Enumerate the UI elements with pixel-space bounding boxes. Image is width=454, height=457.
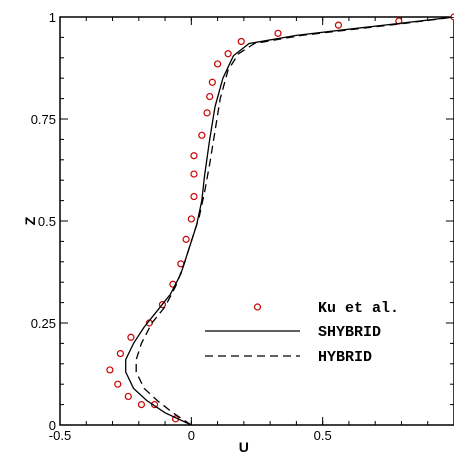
legend-label-hybrid: HYBRID (318, 349, 372, 366)
data-point-ku-et-al (206, 92, 214, 101)
data-point-ku-et-al (116, 350, 125, 358)
x-tick-label: 0.5 (314, 428, 332, 443)
data-point-ku-et-al (106, 366, 114, 374)
x-tick-label: -0.5 (49, 428, 71, 443)
y-tick-label: 0.75 (31, 112, 56, 127)
data-point-ku-et-al (124, 392, 132, 401)
series-line-hybrid (135, 17, 454, 425)
plot-border (59, 16, 454, 426)
data-point-ku-et-al (224, 50, 232, 58)
data-point-ku-et-al (334, 21, 343, 29)
data-point-ku-et-al (190, 170, 198, 178)
data-point-ku-et-al (187, 215, 195, 223)
y-axis-title: Z (22, 216, 38, 225)
series-line-shybrid (125, 17, 454, 425)
data-point-ku-et-al (203, 109, 211, 117)
data-point-ku-et-al (182, 235, 190, 243)
data-point-ku-et-al (114, 380, 122, 388)
y-tick-label: 1 (49, 10, 56, 25)
data-point-ku-et-al (208, 78, 216, 86)
data-point-ku-et-al (237, 37, 245, 46)
legend-marker-ku-et-al (253, 303, 262, 311)
legend-label-ku-et-al: Ku et al. (318, 300, 399, 317)
data-point-ku-et-al (137, 401, 146, 409)
series-layer (106, 13, 454, 425)
x-tick-label: 0 (188, 428, 195, 443)
data-point-ku-et-al (127, 333, 135, 341)
data-point-ku-et-al (190, 152, 198, 160)
data-point-ku-et-al (395, 17, 403, 25)
data-point-ku-et-al (274, 29, 282, 37)
y-tick-label: 0.5 (38, 214, 56, 229)
plot-frame (59, 16, 454, 426)
x-axis-title: U (239, 439, 249, 455)
axis-ticks: -0.5 0 0.500.250.50.751 (31, 10, 454, 443)
legend-label-shybrid: SHYBRID (318, 324, 381, 341)
data-point-ku-et-al (198, 131, 206, 139)
data-point-ku-et-al (214, 60, 222, 68)
y-tick-label: 0.25 (31, 316, 56, 331)
y-tick-label: 0 (49, 418, 56, 433)
legend: Ku et al. SHYBRID HYBRID (205, 300, 399, 366)
data-point-ku-et-al (190, 192, 198, 201)
